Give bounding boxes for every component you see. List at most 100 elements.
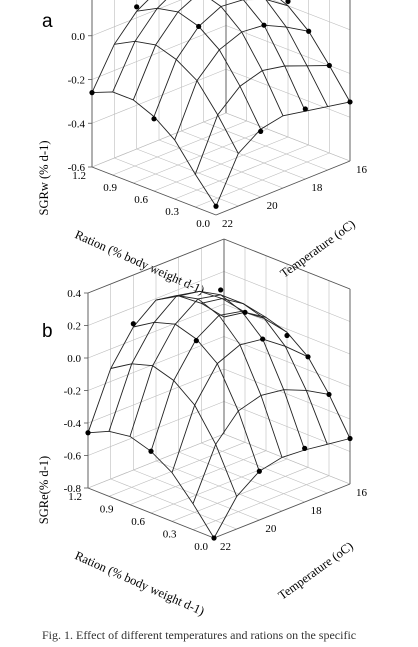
panel-a-temperature-ticks: 16 18 20 22 <box>222 164 368 230</box>
observed-point <box>261 22 267 28</box>
observed-point <box>242 309 248 315</box>
figure-caption: Fig. 1. Effect of different temperatures… <box>42 628 357 642</box>
z-tick-label: 0.4 <box>67 288 81 300</box>
panel-b: b 0.4 0.2 0.0 -0.2 -0.4 -0.6 -0.8 1.2 0.9 0.6 0.3… <box>37 238 368 618</box>
wall-grid-line <box>87 433 225 489</box>
observed-point <box>134 4 140 10</box>
panel-letter-b: b <box>42 321 53 342</box>
wall-grid-line <box>91 25 227 80</box>
temperature-tick-label: 20 <box>265 523 277 535</box>
observed-point <box>218 287 224 293</box>
observed-point <box>211 535 217 541</box>
z-tick-label: -0.2 <box>68 75 85 87</box>
z-tick-label: -0.2 <box>64 386 81 398</box>
panel-a-surface <box>91 0 351 207</box>
wall-grid-line <box>225 68 351 118</box>
surface-line-temperature <box>265 0 329 107</box>
ration-tick-label: 0.3 <box>165 206 179 218</box>
wall-grid-line <box>87 401 225 456</box>
wall-grid-line <box>225 112 351 162</box>
observed-point <box>285 0 291 4</box>
observed-point <box>347 435 353 442</box>
z-tick-label: -0.4 <box>64 418 82 430</box>
z-tick-label: -0.6 <box>68 162 86 174</box>
ration-tick-label: 0.9 <box>100 504 114 516</box>
wall-grid-line <box>223 368 351 420</box>
ration-tick-label: 0.9 <box>103 182 117 194</box>
observed-point <box>85 430 91 436</box>
observed-point <box>256 468 262 474</box>
ration-tick-label: 0.6 <box>131 516 145 528</box>
observed-point <box>151 116 157 122</box>
surface-line-ration <box>192 389 330 504</box>
panel-b-temperature-axis-label: Temperature (oC) <box>276 539 356 603</box>
z-tick-label: 0.2 <box>67 321 81 333</box>
surface-line-temperature <box>110 363 238 497</box>
panel-a-points <box>89 0 353 209</box>
observed-point <box>258 128 264 134</box>
surface-line-temperature <box>178 290 306 451</box>
temperature-tick-label: 16 <box>356 487 368 499</box>
panel-b-ration-axis-label: Ration (% body weight d-1) <box>73 548 207 618</box>
panel-b-z-axis-label: SGRe(% d-1) <box>37 456 51 524</box>
z-tick-label: 0.0 <box>71 31 85 43</box>
axis-frame-edge <box>87 238 225 294</box>
surface-line-ration <box>171 338 309 473</box>
observed-point <box>305 354 311 360</box>
wall-grid-line <box>91 68 227 124</box>
panel-a-ration-axis-label: Ration (% body weight d-1) <box>73 227 207 297</box>
panel-a: a 0.20.0-0.2-0.4-0.6 1.20.90.60.30.0 161… <box>37 0 368 297</box>
observed-point <box>302 445 308 451</box>
ration-tick-label: 0.0 <box>194 541 208 553</box>
surface-line-temperature <box>242 0 306 112</box>
axis-frame-edge <box>87 487 215 539</box>
ration-tick-label: 0.3 <box>163 529 177 541</box>
observed-point <box>89 90 95 96</box>
ration-tick-label: 1.2 <box>68 491 82 503</box>
observed-point <box>306 28 312 34</box>
temperature-tick-label: 16 <box>356 164 368 176</box>
temperature-tick-label: 22 <box>222 218 233 230</box>
floor-grid-line <box>195 152 330 208</box>
observed-point <box>213 203 219 209</box>
z-tick-label: -0.6 <box>64 451 82 463</box>
wall-grid-line <box>87 271 225 326</box>
surface-line-ration <box>132 0 192 101</box>
panel-a-z-axis-label: SGRw (% d-1) <box>37 141 51 216</box>
observed-point <box>302 106 308 112</box>
surface-line-temperature <box>155 295 283 458</box>
observed-point <box>347 99 353 105</box>
wall-grid-line <box>87 368 225 424</box>
wall-grid-line <box>223 401 351 452</box>
ration-tick-label: 0.0 <box>196 218 210 230</box>
surface-line-temperature <box>114 40 239 154</box>
panel-b-surface <box>87 290 351 539</box>
axis-frame-edge <box>213 483 351 539</box>
axis-frame-edge <box>223 238 351 290</box>
surface-line-temperature <box>87 430 215 539</box>
observed-point <box>326 391 332 398</box>
wall-grid-line <box>223 433 351 485</box>
observed-point <box>284 332 290 339</box>
panel-b-walls <box>87 238 351 539</box>
axis-frame-edge <box>91 166 217 216</box>
wall-grid-line <box>223 336 351 387</box>
ration-tick-label: 1.2 <box>72 170 86 182</box>
surface-line-temperature <box>211 0 284 116</box>
observed-point <box>193 338 199 344</box>
panel-letter-a: a <box>42 11 53 32</box>
floor-grid-line <box>129 450 267 505</box>
wall-grid-line <box>87 303 225 359</box>
temperature-tick-label: 18 <box>311 182 323 194</box>
floor-grid-line <box>192 475 330 530</box>
panel-b-temperature-ticks: 16 18 20 22 <box>220 487 368 553</box>
axis-frame-edge <box>215 160 351 216</box>
floor-grid-line <box>153 136 289 192</box>
panel-a-temperature-axis-label: Temperature (oC) <box>278 217 358 281</box>
observed-point <box>260 336 266 342</box>
temperature-tick-label: 22 <box>220 541 231 553</box>
observed-point <box>326 62 332 69</box>
surface-line-ration <box>194 65 330 175</box>
ration-tick-label: 0.6 <box>134 194 148 206</box>
